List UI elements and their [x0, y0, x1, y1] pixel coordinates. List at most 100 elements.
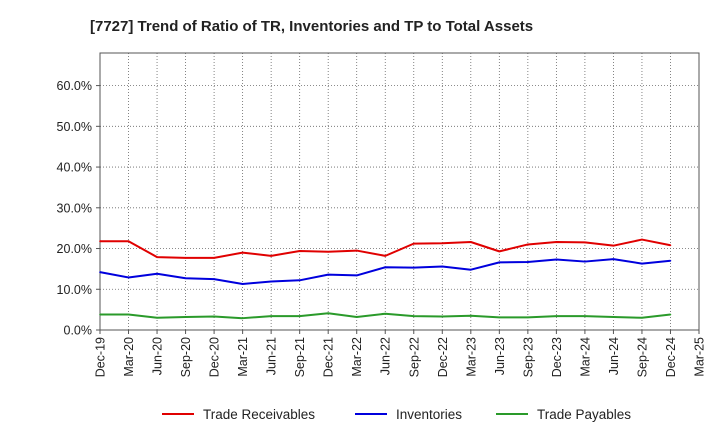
data-point	[384, 312, 387, 315]
data-point	[470, 268, 472, 271]
data-point	[213, 315, 215, 318]
x-tick-label: Dec-24	[664, 337, 678, 377]
legend-label: Trade Receivables	[203, 407, 315, 422]
y-tick-label: 50.0%	[57, 120, 92, 134]
data-point	[441, 265, 444, 268]
x-tick-label: Sep-20	[179, 337, 193, 377]
x-tick-label: Dec-23	[550, 337, 564, 377]
data-point	[441, 242, 444, 245]
data-point	[412, 242, 415, 245]
x-tick-label: Mar-23	[464, 337, 478, 377]
x-tick-label: Mar-24	[578, 337, 592, 377]
legend: Trade Receivables Inventories Trade Payabl…	[162, 407, 631, 422]
x-tick-label: Dec-19	[94, 337, 108, 377]
series-line-inventories	[99, 258, 671, 285]
x-tick-label: Sep-21	[293, 337, 307, 377]
x-tick-label: Dec-22	[436, 337, 450, 377]
x-tick-label: Jun-23	[493, 337, 507, 375]
chart-title: [7727] Trend of Ratio of TR, Inventories…	[90, 18, 533, 35]
data-point	[412, 266, 415, 269]
data-point	[241, 251, 244, 254]
data-point	[327, 312, 329, 315]
data-point	[298, 279, 301, 282]
data-point	[241, 283, 244, 285]
data-point	[127, 276, 130, 279]
data-point	[99, 271, 101, 273]
x-tick-label: Jun-21	[265, 337, 279, 375]
data-point	[127, 313, 130, 316]
data-point	[527, 316, 529, 319]
data-point	[498, 261, 501, 264]
x-tick-label: Jun-24	[607, 337, 621, 375]
series-lines	[99, 238, 672, 320]
data-point	[641, 262, 643, 265]
data-point	[270, 315, 272, 317]
data-point	[270, 280, 272, 283]
data-point	[99, 240, 101, 242]
grid-lines	[100, 53, 699, 330]
data-point	[584, 260, 586, 263]
data-point	[612, 244, 615, 247]
y-tick-label: 30.0%	[57, 201, 92, 215]
data-point	[156, 272, 158, 275]
data-point	[99, 313, 101, 316]
x-tick-label: Sep-23	[521, 337, 535, 377]
y-tick-label: 60.0%	[57, 79, 92, 93]
x-tick-label: Dec-20	[208, 337, 222, 377]
data-point	[555, 258, 558, 261]
data-point	[612, 316, 615, 318]
data-point	[384, 255, 387, 257]
data-point	[298, 250, 301, 252]
data-point	[355, 274, 358, 277]
data-point	[156, 316, 158, 319]
data-point	[355, 316, 358, 318]
data-point	[327, 273, 329, 276]
x-tick-label: Mar-21	[236, 337, 250, 377]
data-point	[470, 314, 472, 317]
data-point	[527, 243, 529, 246]
data-point	[270, 255, 272, 257]
data-point	[241, 317, 244, 319]
data-point	[298, 315, 301, 317]
data-point	[498, 250, 501, 253]
y-tick-label: 40.0%	[57, 161, 92, 175]
y-tick-label: 0.0%	[64, 324, 93, 338]
data-point	[441, 315, 444, 318]
data-point	[384, 266, 387, 269]
data-point	[584, 315, 586, 317]
y-tick-label: 10.0%	[57, 283, 92, 297]
data-point	[184, 277, 187, 280]
x-tick-label: Dec-21	[322, 337, 336, 377]
legend-label: Trade Payables	[537, 407, 631, 422]
x-tick-label: Mar-22	[350, 337, 364, 377]
data-point	[555, 315, 558, 317]
legend-label: Inventories	[396, 407, 462, 422]
data-point	[498, 316, 501, 319]
data-point	[669, 244, 672, 247]
data-point	[641, 238, 643, 241]
data-point	[669, 259, 672, 262]
data-point	[355, 249, 358, 252]
data-point	[527, 261, 529, 263]
x-tick-label: Jun-20	[151, 337, 165, 375]
data-point	[184, 316, 187, 318]
plot-area	[99, 52, 700, 331]
data-point	[669, 313, 672, 316]
axes: 0.0% 10.0% 20.0% 30.0% 40.0% 50.0% 60.0% Dec-19…	[57, 79, 707, 377]
data-point	[584, 241, 586, 244]
y-tick-label: 20.0%	[57, 242, 92, 256]
data-point	[470, 241, 472, 243]
x-tick-label: Sep-22	[407, 337, 421, 377]
data-point	[184, 257, 187, 259]
data-point	[612, 258, 615, 260]
x-tick-label: Mar-25	[693, 337, 707, 377]
x-tick-label: Sep-24	[635, 337, 649, 377]
data-point	[555, 241, 558, 243]
data-point	[327, 250, 329, 253]
data-point	[641, 316, 643, 319]
x-tick-label: Jun-22	[379, 337, 393, 375]
x-tick-label: Mar-20	[122, 337, 136, 377]
data-point	[127, 240, 130, 242]
